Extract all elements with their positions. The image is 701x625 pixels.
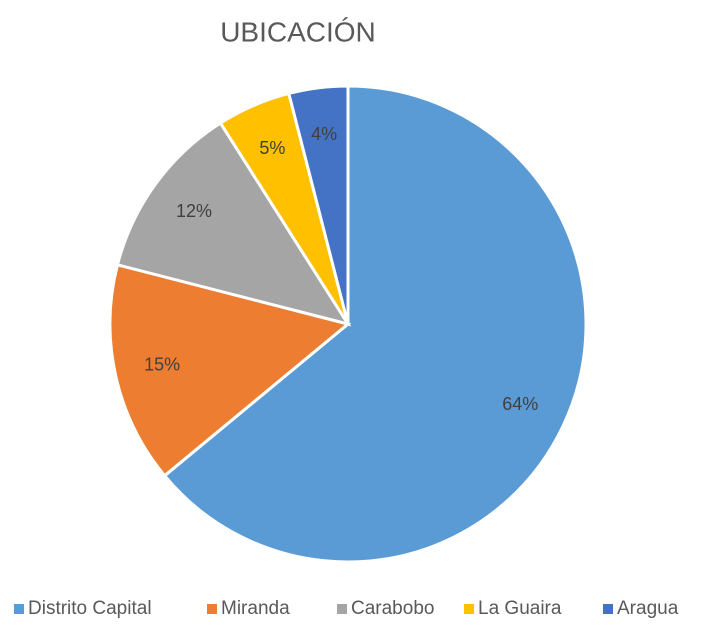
legend-marker <box>464 604 474 614</box>
pie-slice <box>286 84 350 325</box>
legend-marker <box>14 604 24 614</box>
pie-slice <box>115 120 352 327</box>
legend-label: Carabobo <box>351 598 434 619</box>
legend-label: Aragua <box>617 598 679 619</box>
data-label: 5% <box>259 138 285 158</box>
legend-label: Miranda <box>221 598 290 619</box>
legend-label: La Guaira <box>478 598 562 619</box>
legend-label: Distrito Capital <box>28 598 152 619</box>
chart-title: UBICACIÓN <box>220 16 376 47</box>
pie-slice <box>162 84 588 564</box>
data-label: 12% <box>176 201 212 221</box>
data-label: 15% <box>144 354 180 374</box>
pie-slice <box>108 262 352 478</box>
legend-marker <box>207 604 217 614</box>
legend-marker <box>337 604 347 614</box>
legend-marker <box>603 604 613 614</box>
data-label: 64% <box>502 394 538 414</box>
data-label: 4% <box>311 124 337 144</box>
